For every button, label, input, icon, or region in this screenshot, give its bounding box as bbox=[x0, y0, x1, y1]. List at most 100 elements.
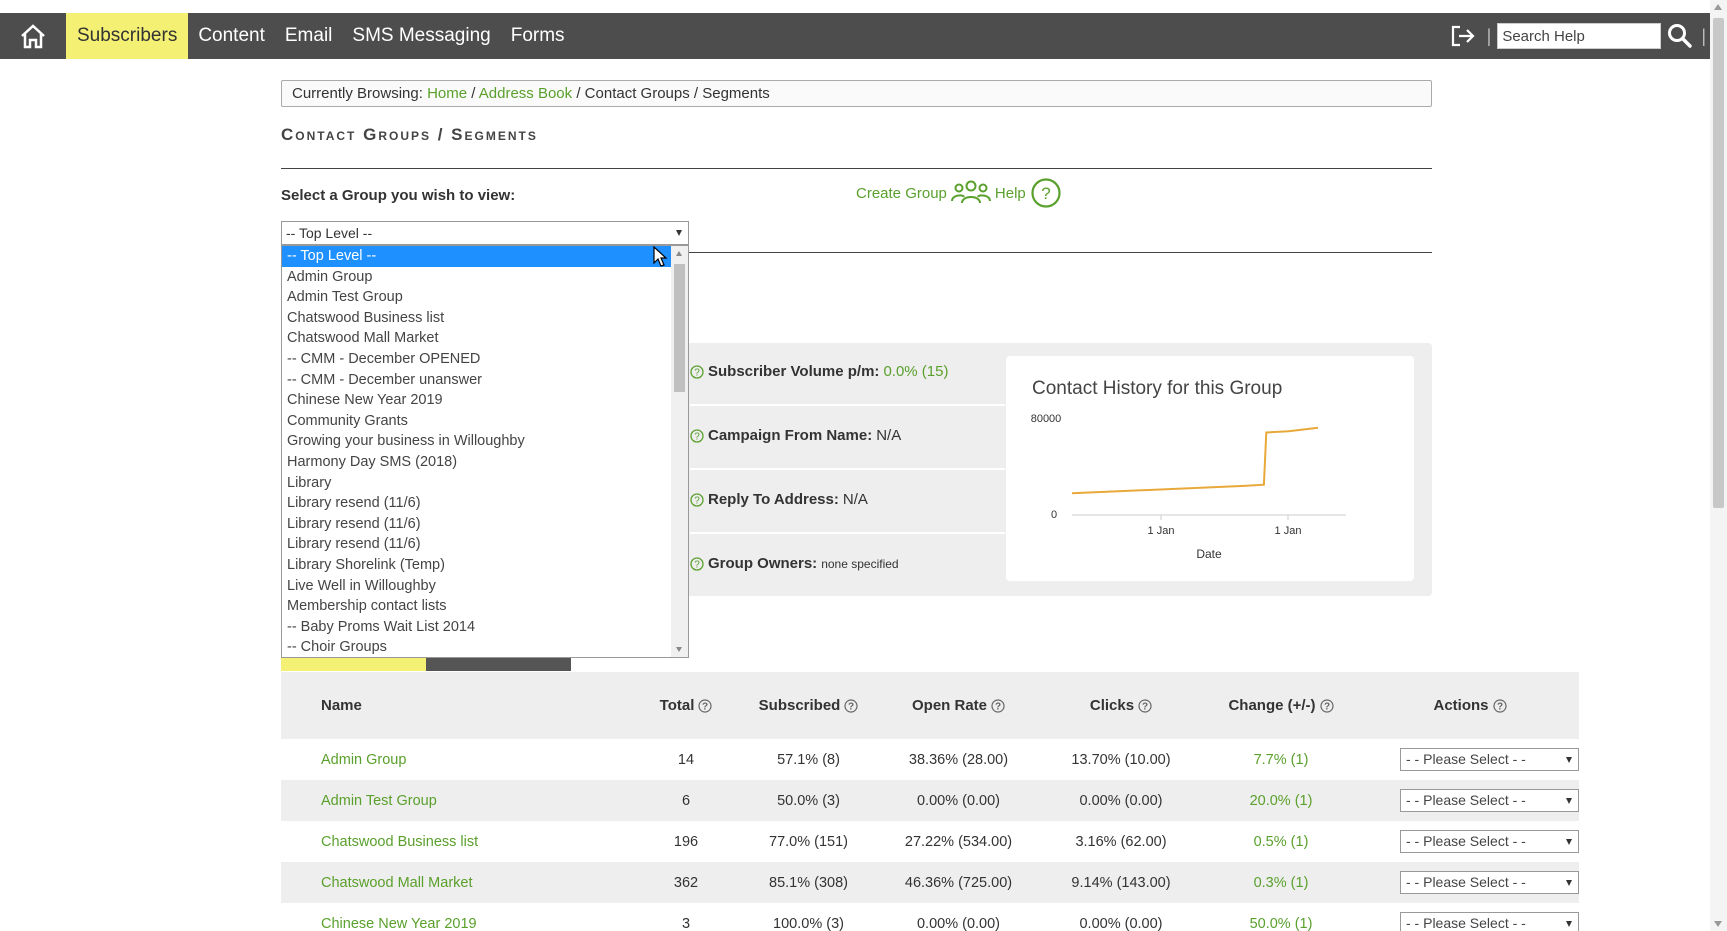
group-option[interactable]: Growing your business in Willoughby bbox=[287, 433, 525, 450]
group-option[interactable]: -- CMM - December unanswer bbox=[287, 371, 482, 388]
group-option[interactable]: Admin Group bbox=[287, 268, 373, 285]
help-circle-icon[interactable]: ? bbox=[690, 428, 704, 443]
nav-email[interactable]: Email bbox=[284, 25, 333, 46]
group-option[interactable]: Library resend (11/6) bbox=[287, 536, 421, 553]
group-name-link[interactable]: Admin Test Group bbox=[321, 792, 437, 809]
page-scrollbar[interactable] bbox=[1710, 0, 1727, 931]
scroll-down-arrow-icon[interactable] bbox=[676, 647, 682, 652]
help-circle-icon[interactable]: ? bbox=[991, 698, 1005, 713]
table-row: Admin Group 14 57.1% (8) 38.36% (28.00) … bbox=[281, 739, 1579, 780]
breadcrumb-home-link[interactable]: Home bbox=[427, 85, 468, 102]
group-option[interactable]: Library resend (11/6) bbox=[287, 515, 421, 532]
col-subscribed-header[interactable]: Subscribed? bbox=[741, 697, 876, 714]
help-circle-icon[interactable]: ? bbox=[1030, 177, 1062, 209]
group-option[interactable]: Library resend (11/6) bbox=[287, 495, 421, 512]
col-name-header[interactable]: Name bbox=[281, 697, 631, 714]
group-name-link[interactable]: Chatswood Business list bbox=[321, 833, 479, 850]
logout-icon[interactable] bbox=[1449, 24, 1477, 48]
col-change-header[interactable]: Change (+/-)? bbox=[1201, 697, 1361, 714]
cell-total: 362 bbox=[673, 874, 699, 891]
col-subscribed-label: Subscribed bbox=[758, 697, 841, 714]
group-option[interactable]: Community Grants bbox=[287, 412, 408, 429]
row-action-select-value: - - Please Select - - bbox=[1406, 874, 1526, 890]
group-owners-value: none specified bbox=[821, 556, 899, 571]
help-circle-icon[interactable]: ? bbox=[690, 492, 704, 507]
group-option[interactable]: Chinese New Year 2019 bbox=[287, 392, 443, 409]
cell-open-rate: 27.22% (534.00) bbox=[904, 833, 1013, 850]
group-option[interactable]: Admin Test Group bbox=[287, 289, 403, 306]
breadcrumb: Currently Browsing: Home / Address Book … bbox=[281, 80, 1432, 107]
breadcrumb-separator: / bbox=[576, 85, 581, 102]
group-select[interactable]: -- Top Level -- bbox=[281, 221, 689, 245]
svg-text:?: ? bbox=[1142, 701, 1148, 712]
help-circle-icon[interactable]: ? bbox=[844, 698, 858, 713]
help-circle-icon[interactable]: ? bbox=[698, 698, 712, 713]
group-option[interactable]: -- Baby Proms Wait List 2014 bbox=[287, 618, 476, 635]
scroll-up-arrow-icon[interactable] bbox=[676, 251, 682, 256]
group-option[interactable]: -- Top Level -- bbox=[282, 246, 671, 267]
group-option[interactable]: Library Shorelink (Temp) bbox=[287, 556, 445, 573]
help-circle-icon[interactable]: ? bbox=[1138, 698, 1152, 713]
help-circle-icon[interactable]: ? bbox=[690, 364, 704, 379]
nav-sms-messaging[interactable]: SMS Messaging bbox=[352, 25, 491, 46]
help-link[interactable]: Help bbox=[994, 184, 1026, 202]
nav-separator-right: | bbox=[1701, 25, 1706, 46]
group-icon[interactable] bbox=[950, 179, 991, 207]
table-row: Chatswood Business list 196 77.0% (151) … bbox=[281, 821, 1579, 862]
row-action-select-value: - - Please Select - - bbox=[1406, 751, 1526, 767]
row-action-select[interactable]: - - Please Select - - bbox=[1400, 748, 1579, 771]
group-option[interactable]: Library bbox=[287, 474, 332, 491]
dropdown-scrollbar[interactable] bbox=[671, 246, 688, 657]
col-open-rate-header[interactable]: Open Rate? bbox=[876, 697, 1041, 714]
col-total-header[interactable]: Total? bbox=[631, 697, 741, 714]
section-divider bbox=[688, 252, 1432, 253]
chart-x-tick-label: 1 Jan bbox=[1148, 525, 1175, 537]
reply-to-label: Reply To Address: bbox=[708, 491, 839, 508]
scrollbar-thumb[interactable] bbox=[1713, 18, 1724, 508]
help-circle-icon[interactable]: ? bbox=[1492, 698, 1507, 713]
help-circle-icon[interactable]: ? bbox=[690, 556, 704, 571]
group-option[interactable]: -- CMM - December OPENED bbox=[287, 350, 481, 367]
tab-segments[interactable] bbox=[426, 658, 571, 671]
group-option[interactable]: Harmony Day SMS (2018) bbox=[287, 453, 458, 470]
svg-text:?: ? bbox=[694, 367, 700, 378]
group-dropdown-list[interactable]: -- Top Level -- Admin Group Admin Test G… bbox=[281, 245, 689, 658]
group-option[interactable]: -- Choir Groups bbox=[287, 639, 387, 656]
cell-open-rate: 38.36% (28.00) bbox=[908, 751, 1009, 768]
group-name-link[interactable]: Admin Group bbox=[321, 751, 407, 768]
cell-subscribed: 100.0% (3) bbox=[773, 915, 844, 931]
home-button[interactable] bbox=[0, 13, 66, 59]
group-option[interactable]: Membership contact lists bbox=[287, 598, 447, 615]
col-clicks-header[interactable]: Clicks? bbox=[1041, 697, 1201, 714]
tab-groups[interactable] bbox=[281, 658, 426, 671]
cell-actions: - - Please Select - - bbox=[1361, 748, 1579, 771]
breadcrumb-address-book-link[interactable]: Address Book bbox=[478, 85, 573, 102]
group-option[interactable]: Chatswood Mall Market bbox=[287, 330, 439, 347]
row-action-select[interactable]: - - Please Select - - bbox=[1400, 871, 1579, 894]
search-icon[interactable] bbox=[1667, 23, 1693, 49]
group-name-link[interactable]: Chatswood Mall Market bbox=[321, 874, 473, 891]
row-action-select[interactable]: - - Please Select - - bbox=[1400, 830, 1579, 853]
nav-forms[interactable]: Forms bbox=[510, 25, 565, 46]
search-help-input[interactable] bbox=[1497, 23, 1662, 49]
group-option[interactable]: Live Well in Willoughby bbox=[287, 577, 436, 594]
group-select-label: Select a Group you wish to view: bbox=[281, 187, 516, 204]
scroll-down-arrow-icon[interactable] bbox=[1714, 921, 1722, 927]
contact-history-chart-card: Contact History for this Group 80000 0 1… bbox=[1006, 356, 1414, 581]
group-name-link[interactable]: Chinese New Year 2019 bbox=[321, 915, 477, 931]
dropdown-scrollbar-thumb[interactable] bbox=[674, 264, 685, 392]
row-action-select[interactable]: - - Please Select - - bbox=[1400, 912, 1579, 931]
campaign-from-value: N/A bbox=[876, 427, 902, 444]
info-row-divider bbox=[690, 404, 1005, 406]
scroll-up-arrow-icon[interactable] bbox=[1714, 4, 1722, 10]
nav-content[interactable]: Content bbox=[198, 25, 265, 46]
table-row: Chinese New Year 2019 3 100.0% (3) 0.00%… bbox=[281, 903, 1579, 931]
nav-subscribers[interactable]: Subscribers bbox=[66, 13, 189, 59]
row-action-select[interactable]: - - Please Select - - bbox=[1400, 789, 1579, 812]
reply-to-value: N/A bbox=[842, 491, 868, 508]
create-group-link[interactable]: Create Group bbox=[856, 184, 947, 202]
cell-change: 20.0% (1) bbox=[1249, 792, 1313, 809]
chevron-down-icon bbox=[1566, 880, 1572, 886]
help-circle-icon[interactable]: ? bbox=[1319, 698, 1334, 713]
group-option[interactable]: Chatswood Business list bbox=[287, 309, 445, 326]
